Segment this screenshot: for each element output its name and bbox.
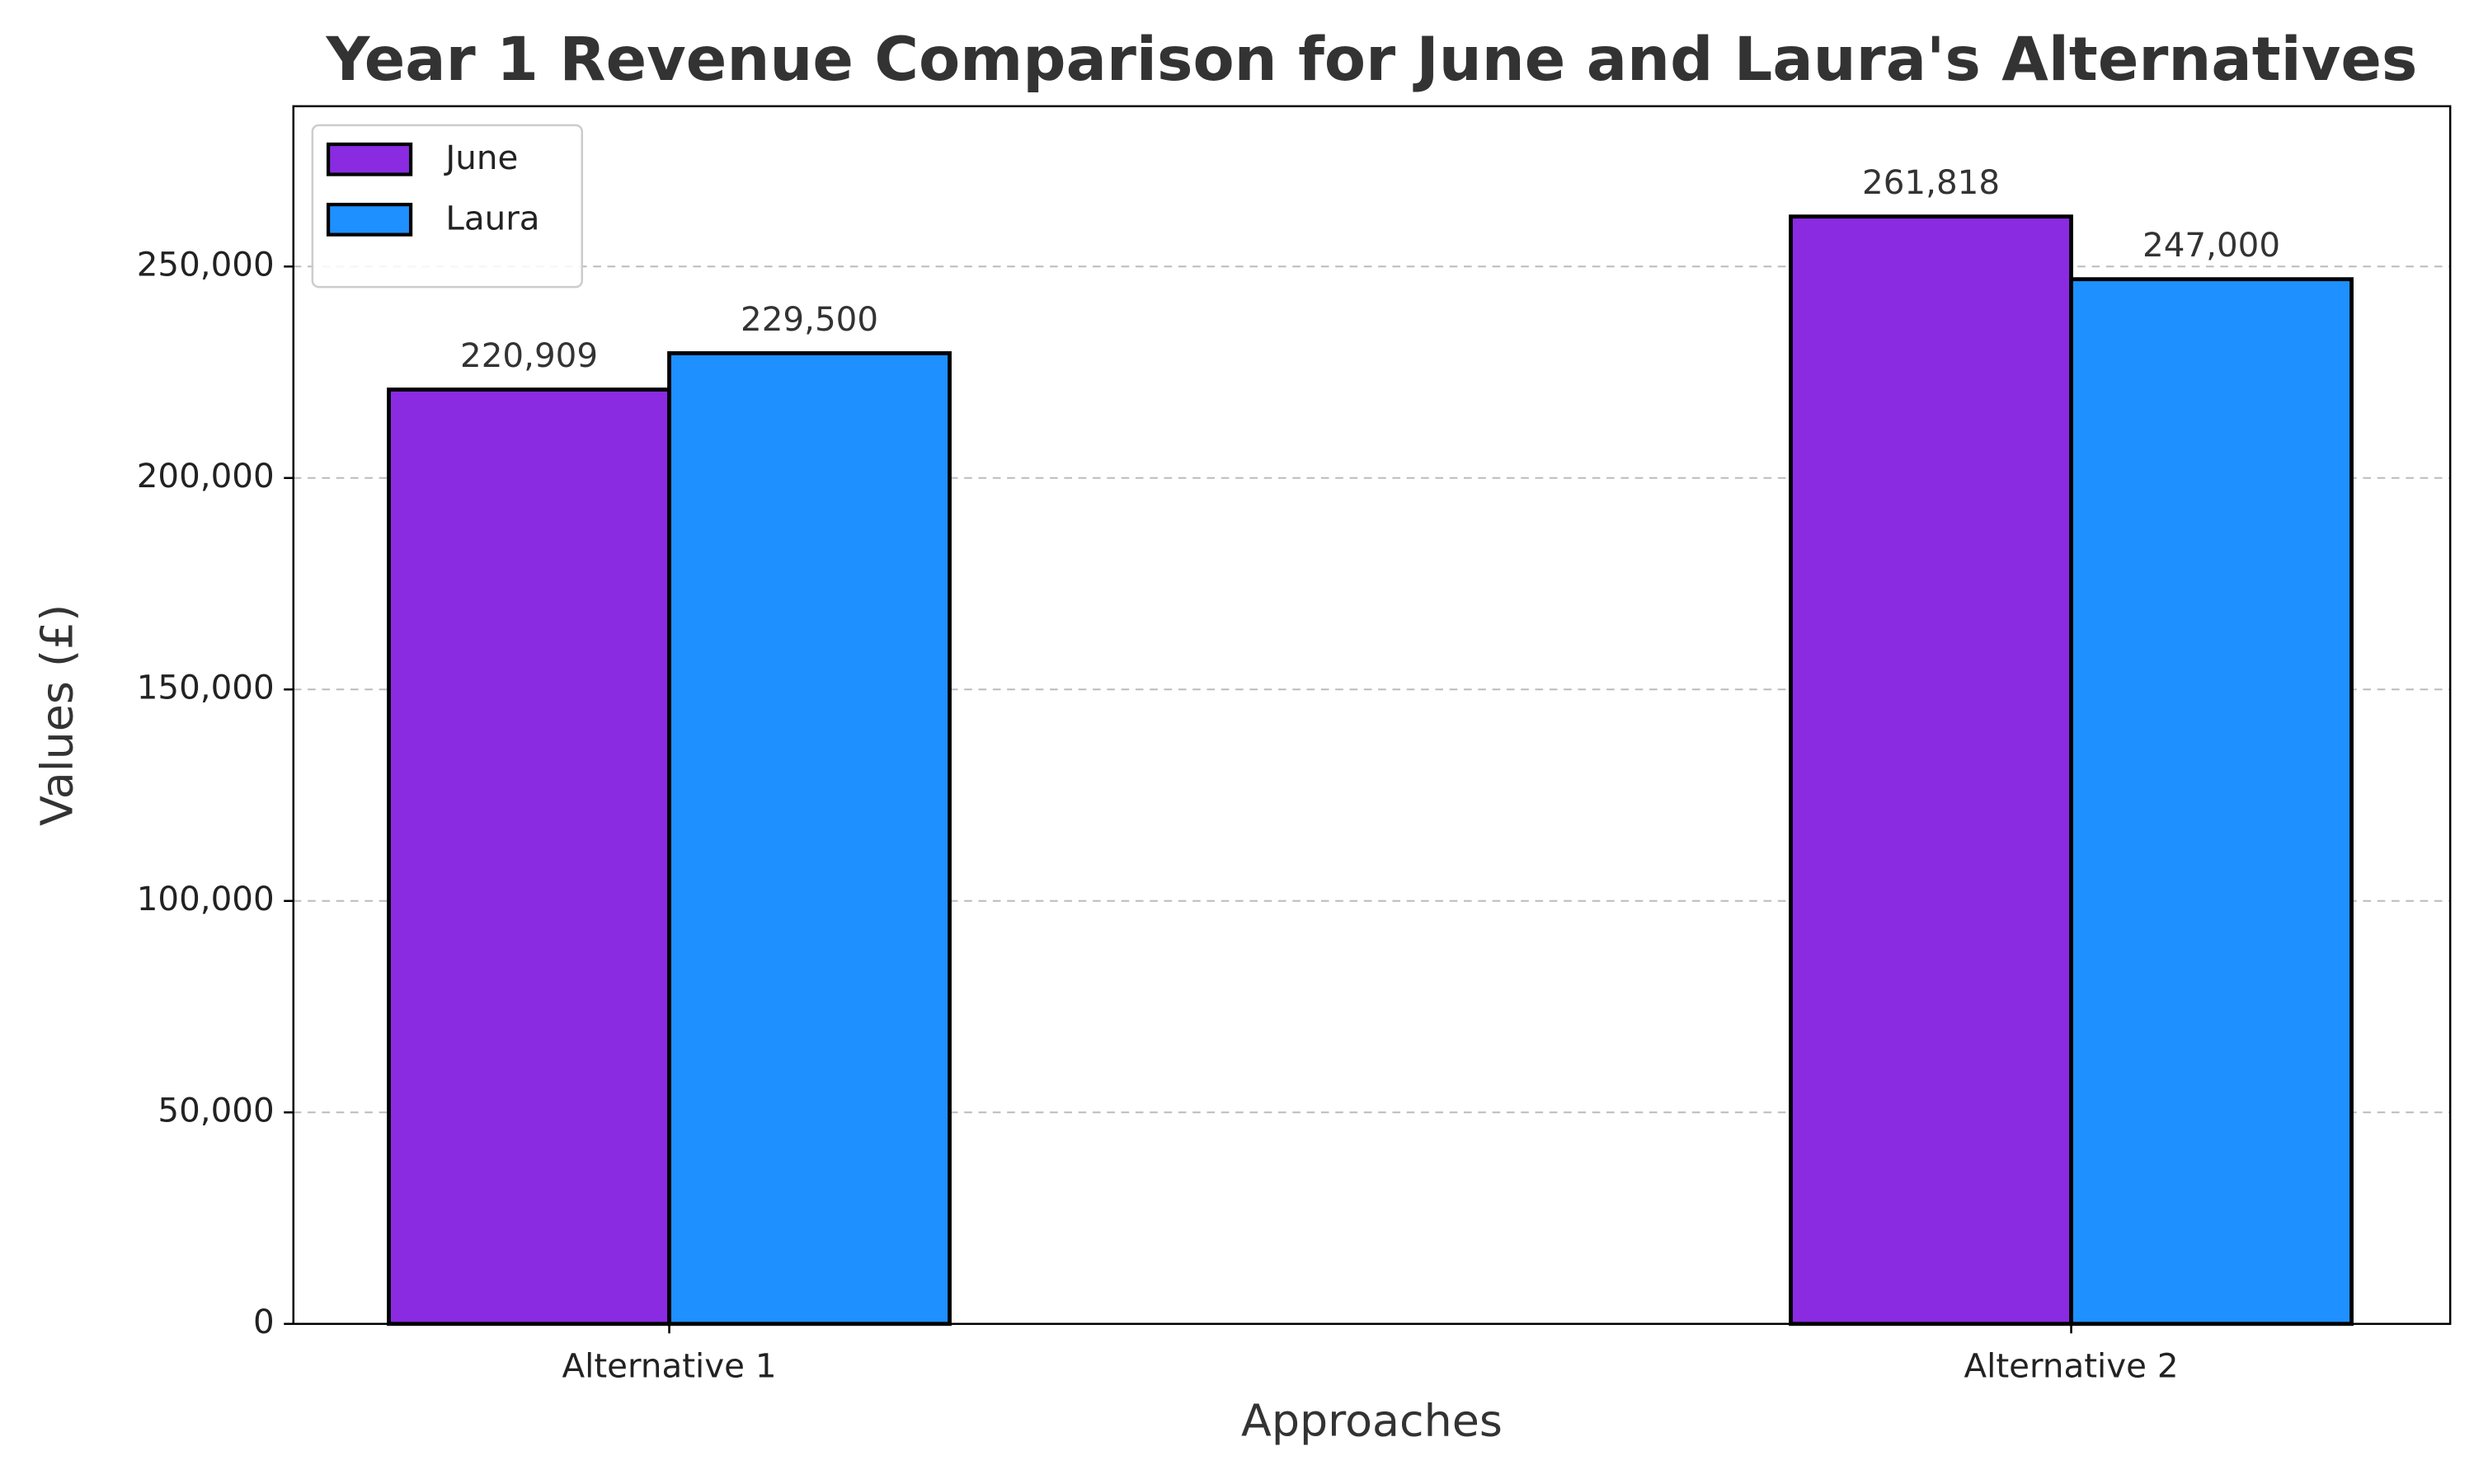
- data-label: 220,909: [460, 336, 598, 375]
- y-tick-label: 200,000: [137, 457, 275, 495]
- data-label: 247,000: [2142, 226, 2280, 265]
- y-tick-label: 150,000: [137, 668, 275, 707]
- bar: [1789, 214, 2073, 1327]
- chart-title: Year 1 Revenue Comparison for June and L…: [326, 25, 2418, 95]
- x-axis-label: Approaches: [1241, 1395, 1503, 1447]
- legend-label: June: [443, 139, 518, 177]
- bar: [667, 351, 952, 1327]
- y-axis-label: Values (£): [31, 604, 83, 826]
- y-tick-label: 0: [253, 1303, 275, 1341]
- x-tick-label: Alternative 2: [1964, 1347, 2179, 1386]
- x-tick-label: Alternative 1: [562, 1347, 777, 1386]
- data-label: 229,500: [741, 300, 878, 339]
- legend-swatch: [326, 202, 413, 237]
- bar: [387, 387, 671, 1327]
- plot-frame: [292, 105, 2452, 1326]
- y-tick-label: 100,000: [137, 880, 275, 918]
- y-tick-label: 50,000: [158, 1091, 274, 1129]
- legend-swatch: [326, 142, 413, 176]
- legend-label: Laura: [445, 199, 539, 237]
- bar: [2069, 277, 2354, 1327]
- data-label: 261,818: [1862, 163, 2000, 202]
- y-tick-label: 250,000: [137, 245, 275, 284]
